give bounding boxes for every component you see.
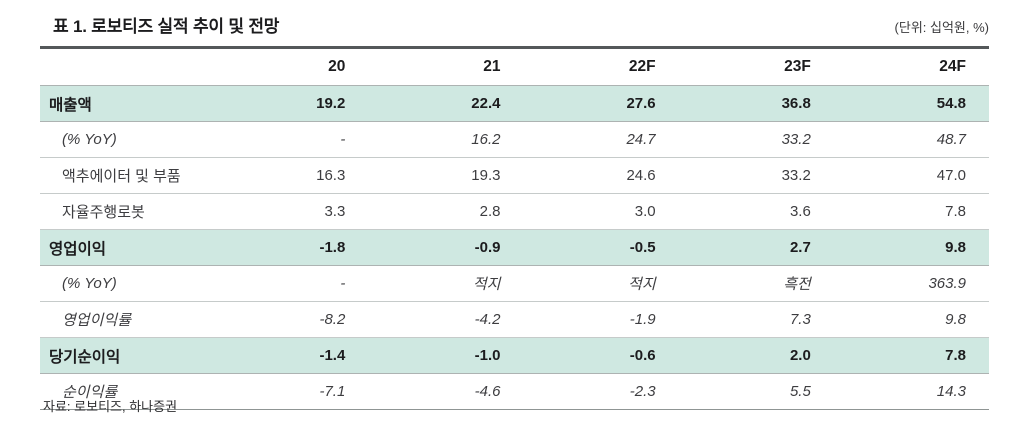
column-header: 21	[483, 58, 501, 75]
value-cell: 7.3	[678, 301, 834, 338]
value-cell: 16.3	[213, 157, 369, 194]
value-cell: 24.6	[523, 157, 679, 194]
value-cell: 33.2	[678, 121, 834, 158]
value-cell: 2.0	[678, 337, 834, 374]
value-cell: 22.4	[368, 85, 524, 122]
value-cell: -7.1	[213, 373, 369, 410]
value-cell: -8.2	[213, 301, 369, 338]
row-label: (% YoY)	[40, 265, 214, 302]
row-label: 순이익률	[40, 373, 214, 410]
header-row: 20 21 22F 23F 24F	[40, 49, 989, 86]
column-header: 22F	[628, 58, 656, 75]
value-cell: 9.8	[833, 301, 989, 338]
value-cell: -1.0	[368, 337, 524, 374]
table-row: 영업이익 -1.8 -0.9 -0.5 2.7 9.8	[40, 229, 989, 266]
value-cell: 47.0	[833, 157, 989, 194]
value-cell: 2.8	[368, 193, 524, 230]
value-cell: -1.9	[523, 301, 679, 338]
table-row: 순이익률 -7.1 -4.6 -2.3 5.5 14.3	[40, 373, 989, 410]
corner-cell	[40, 49, 213, 86]
row-label: 영업이익률	[40, 301, 214, 338]
value-cell: 9.8	[833, 229, 989, 266]
value-cell: 19.2	[213, 85, 369, 122]
table-row: 영업이익률 -8.2 -4.2 -1.9 7.3 9.8	[40, 301, 989, 338]
value-cell: 5.5	[678, 373, 834, 410]
row-label: 액추에이터 및 부품	[40, 157, 214, 194]
row-label: 자율주행로봇	[40, 193, 214, 230]
value-cell: 흑전	[678, 265, 834, 302]
table-header-bar: 표 1. 로보티즈 실적 추이 및 전망 (단위: 십억원, %)	[40, 12, 989, 37]
table-row: 당기순이익 -1.4 -1.0 -0.6 2.0 7.8	[40, 337, 989, 374]
value-cell: 3.6	[678, 193, 834, 230]
value-cell: 7.8	[833, 193, 989, 230]
value-cell: 33.2	[678, 157, 834, 194]
row-label: 매출액	[40, 85, 214, 122]
table-row: 매출액 19.2 22.4 27.6 36.8 54.8	[40, 85, 989, 122]
value-cell: 7.8	[833, 337, 989, 374]
table-row: 자율주행로봇 3.3 2.8 3.0 3.6 7.8	[40, 193, 989, 230]
column-header: 20	[328, 58, 346, 75]
top-rule-divider	[40, 46, 989, 49]
column-header: 24F	[939, 58, 966, 75]
table-row: (% YoY) - 적지 적지 흑전 363.9	[40, 265, 989, 302]
table-head: 20 21 22F 23F 24F	[40, 49, 989, 86]
row-label: (% YoY)	[40, 121, 214, 158]
value-cell: 14.3	[833, 373, 989, 410]
value-cell: -0.5	[523, 229, 679, 266]
financial-table: 20 21 22F 23F 24F 매출액 19.2 22.4 27.6 36.8 54.8 (% …	[40, 49, 989, 410]
table-body: 매출액 19.2 22.4 27.6 36.8 54.8 (% YoY) -16.2 24.7 3…	[40, 85, 989, 410]
source-note: 자료: 로보티즈, 하나증권	[43, 399, 178, 414]
row-label: 당기순이익	[40, 337, 214, 374]
table-title: 표 1. 로보티즈 실적 추이 및 전망	[53, 17, 280, 36]
value-cell: 적지	[368, 265, 524, 302]
value-cell: 19.3	[368, 157, 524, 194]
value-cell: 적지	[523, 265, 679, 302]
value-cell: 48.7	[833, 121, 989, 158]
value-cell: -	[213, 265, 369, 302]
value-cell: 3.3	[213, 193, 369, 230]
value-cell: 24.7	[523, 121, 679, 158]
column-header: 23F	[784, 58, 811, 75]
value-cell: 16.2	[368, 121, 524, 158]
value-cell: -2.3	[523, 373, 679, 410]
row-label: 영업이익	[40, 229, 214, 266]
table-row: (% YoY) -16.2 24.7 33.2 48.7	[40, 121, 989, 158]
value-cell: 27.6	[523, 85, 679, 122]
value-cell: 3.0	[523, 193, 679, 230]
value-cell: -0.9	[368, 229, 524, 266]
value-cell: 36.8	[678, 85, 834, 122]
value-cell: -4.6	[368, 373, 524, 410]
value-cell: -0.6	[523, 337, 679, 374]
value-cell: -1.8	[213, 229, 369, 266]
value-cell: -	[213, 121, 369, 158]
value-cell: 2.7	[678, 229, 834, 266]
value-cell: -4.2	[368, 301, 524, 338]
unit-label: (단위: 십억원, %)	[894, 20, 989, 35]
value-cell: 363.9	[833, 265, 989, 302]
table-row: 액추에이터 및 부품 16.3 19.3 24.6 33.2 47.0	[40, 157, 989, 194]
value-cell: -1.4	[213, 337, 369, 374]
value-cell: 54.8	[833, 85, 989, 122]
